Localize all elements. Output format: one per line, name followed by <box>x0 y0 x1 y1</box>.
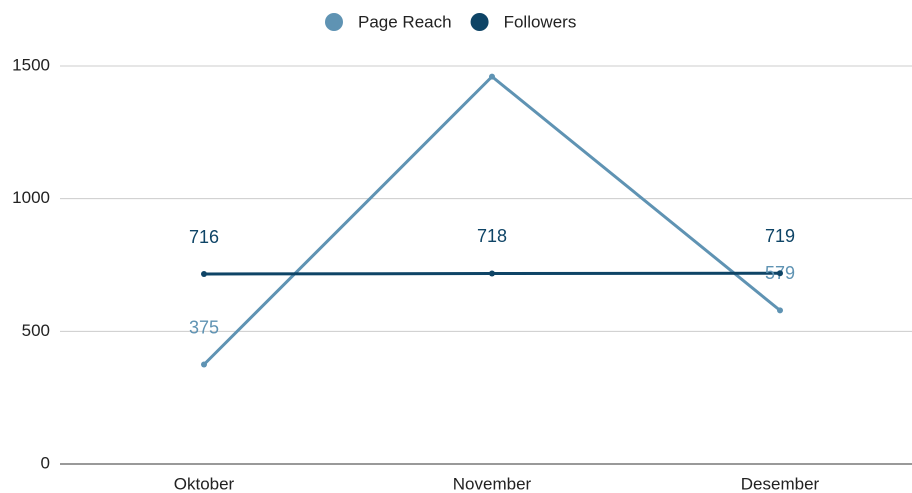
x-tick-label: Oktober <box>174 474 235 493</box>
data-point <box>201 271 207 278</box>
data-point <box>777 307 783 314</box>
legend-label: Followers <box>504 12 577 31</box>
series-line <box>202 74 781 366</box>
data-label: 375 <box>189 317 219 337</box>
data-label: 719 <box>765 226 795 246</box>
y-tick-label: 500 <box>22 321 50 340</box>
data-label: 716 <box>189 227 219 247</box>
x-tick-label: Desember <box>741 474 820 493</box>
y-tick-label: 1000 <box>12 188 50 207</box>
y-tick-label: 1500 <box>12 55 50 74</box>
data-label: 718 <box>477 226 507 246</box>
legend-swatch <box>325 13 343 31</box>
y-tick-label: 0 <box>41 453 50 472</box>
legend-swatch <box>470 13 489 31</box>
data-point <box>201 361 207 368</box>
data-point <box>489 73 495 80</box>
data-point <box>489 270 495 277</box>
legend-label: Page Reach <box>358 12 452 31</box>
data-point <box>777 270 783 277</box>
x-tick-label: November <box>453 474 532 493</box>
